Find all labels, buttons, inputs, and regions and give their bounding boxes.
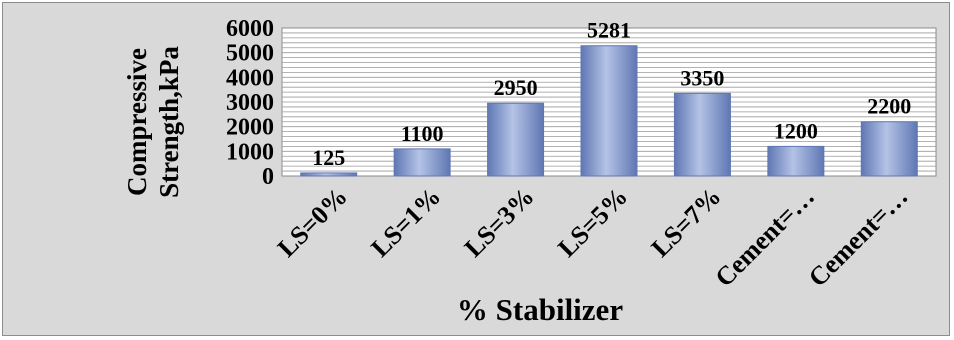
bar bbox=[487, 102, 545, 177]
x-axis-title: % Stabilizer bbox=[457, 292, 623, 327]
y-axis-title: Compressive Strength,kPa bbox=[122, 46, 184, 198]
y-tick-label: 6000 bbox=[226, 16, 274, 42]
data-label: 2950 bbox=[494, 75, 538, 100]
y-tick-label: 5000 bbox=[226, 41, 274, 67]
y-tick-label: 1000 bbox=[226, 139, 274, 165]
bar bbox=[860, 121, 918, 177]
bars bbox=[300, 45, 918, 177]
data-label: 125 bbox=[312, 145, 345, 170]
x-tick-label: Cement=… bbox=[709, 182, 820, 293]
x-tick-label: LS=1% bbox=[365, 182, 446, 263]
data-label: 1100 bbox=[401, 121, 444, 146]
x-tick-label: LS=7% bbox=[646, 182, 727, 263]
bar bbox=[767, 145, 825, 177]
x-tick-label: Cement=… bbox=[803, 182, 914, 293]
x-axis-ticks: LS=0% LS=1% LS=3% LS=5% LS=7%Cement=…Cement=… bbox=[272, 182, 914, 293]
data-label: 3350 bbox=[680, 65, 724, 90]
bar bbox=[300, 172, 358, 177]
data-label: 2200 bbox=[867, 94, 911, 119]
x-tick-label: LS=5% bbox=[552, 182, 633, 263]
bar bbox=[580, 45, 638, 177]
y-axis-title-line-2: Strength,kPa bbox=[154, 46, 184, 198]
y-tick-label: 3000 bbox=[226, 90, 274, 116]
y-tick-label: 2000 bbox=[226, 115, 274, 141]
y-tick-label: 4000 bbox=[226, 65, 274, 91]
data-label: 1200 bbox=[774, 118, 818, 143]
y-tick-label: 0 bbox=[262, 164, 274, 190]
bar bbox=[393, 148, 451, 177]
bar bbox=[673, 92, 731, 177]
x-tick-label: LS=3% bbox=[459, 182, 540, 263]
x-tick-label: LS=0% bbox=[272, 182, 353, 263]
data-labels: 125 1100 2950 5281 3350 1200 2200 bbox=[312, 18, 911, 170]
data-label: 5281 bbox=[587, 18, 631, 43]
y-axis-title-line-1: Compressive bbox=[122, 48, 152, 196]
